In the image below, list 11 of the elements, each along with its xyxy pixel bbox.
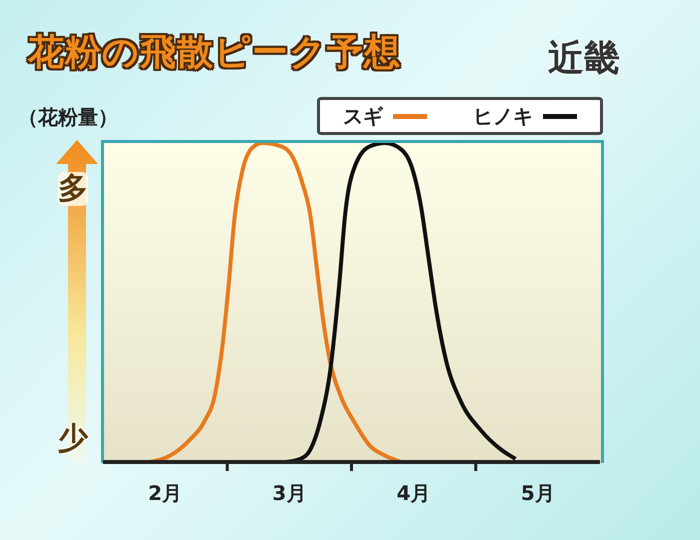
- text: 少: [58, 420, 88, 458]
- text: 多: [58, 171, 88, 206]
- x-tick-label: 3月: [272, 481, 306, 505]
- x-tick-label: 5月: [520, 481, 555, 505]
- y-axis-title: （花粉量）: [18, 104, 118, 131]
- x-tick-label: 2月: [148, 481, 182, 505]
- chart-title: 花粉の飛散ピーク予想: [28, 31, 401, 75]
- legend-label: スギ: [343, 102, 384, 130]
- chart-subtitle: 近畿: [548, 37, 620, 81]
- x-tick-label: 4月: [396, 481, 431, 505]
- legend-label: ヒノキ: [473, 102, 534, 130]
